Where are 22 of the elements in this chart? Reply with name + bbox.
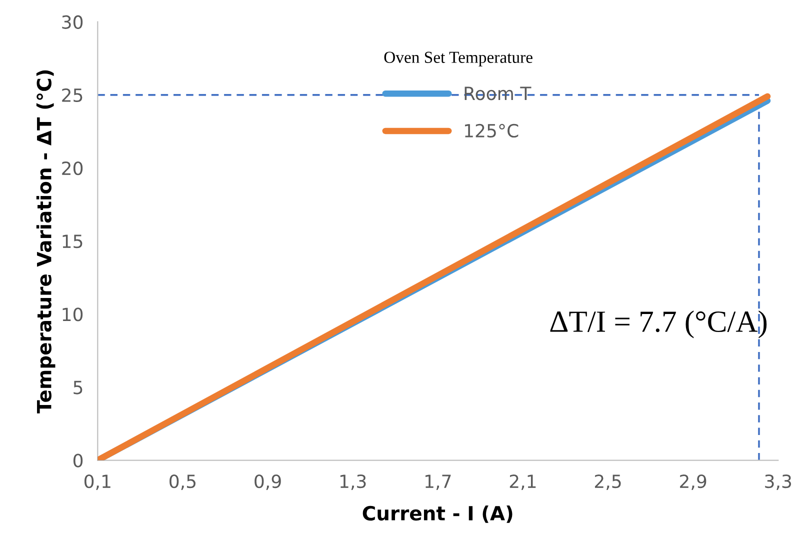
x-axis-title: Current - I (A): [362, 506, 512, 523]
y-tick-label: 5: [74, 380, 82, 394]
x-tick-label: 1,7: [426, 474, 451, 490]
x-tick-label: 0,1: [84, 474, 110, 490]
y-tick-label: 20: [62, 161, 83, 176]
x-tick-label: 0,9: [254, 474, 281, 490]
legend-label: Room T: [464, 86, 532, 100]
x-tick-label: 2,9: [680, 474, 706, 490]
y-tick-label: 30: [62, 15, 83, 29]
x-tick-label: 1,3: [340, 474, 366, 490]
x-tick-label: 2,1: [510, 474, 536, 490]
y-tick-label: 25: [62, 88, 82, 102]
annotation: ΔT/I = 7.7 (°C/A): [550, 310, 767, 338]
y-tick-label: 0: [73, 454, 83, 468]
x-tick-label: 0,5: [170, 474, 196, 490]
y-tick-label: 10: [62, 308, 83, 322]
legend-label: 125°C: [465, 124, 518, 138]
legend-title: Oven Set Temperature: [384, 52, 532, 66]
x-tick-label: 3,3: [765, 474, 792, 490]
y-tick-label: 15: [62, 234, 82, 248]
y-axis-title: Temperature Variation - ΔT (°C): [36, 70, 56, 414]
x-tick-label: 2,5: [594, 474, 621, 490]
